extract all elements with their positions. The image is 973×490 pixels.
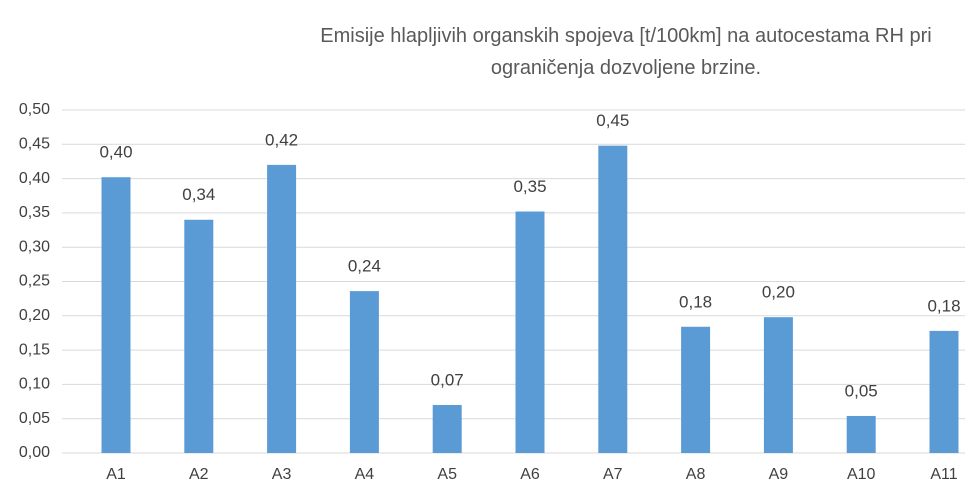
y-tick-label: 0,05 [19, 410, 50, 427]
data-label: 0,05 [845, 381, 878, 400]
data-label: 0,24 [348, 257, 381, 276]
y-tick-label: 0,30 [19, 238, 50, 255]
bar [267, 164, 297, 453]
x-tick-label: A11 [930, 466, 957, 483]
y-tick-label: 0,35 [19, 204, 50, 221]
data-label: 0,40 [99, 143, 132, 162]
x-tick-label: A4 [355, 466, 375, 483]
x-tick-label: A7 [603, 466, 623, 483]
bar [681, 326, 711, 453]
y-tick-label: 0,25 [19, 273, 50, 290]
y-tick-label: 0,50 [19, 101, 50, 118]
x-tick-label: A10 [847, 466, 876, 483]
data-label: 0,34 [182, 185, 215, 204]
y-tick-label: 0,40 [19, 170, 50, 187]
data-label: 0,18 [679, 292, 712, 311]
bar [515, 211, 545, 453]
y-tick-label: 0,10 [19, 376, 50, 393]
bar [929, 330, 959, 453]
x-tick-label: A6 [520, 466, 540, 483]
bar [101, 177, 131, 453]
x-tick-label: A8 [686, 466, 706, 483]
bar [184, 219, 214, 453]
data-label: 0,35 [513, 177, 546, 196]
chart-title: Emisije hlapljivih organskih spojeva [t/… [320, 25, 932, 79]
x-tick-label: A9 [769, 466, 789, 483]
y-tick-label: 0,20 [19, 307, 50, 324]
x-tick-label: A1 [106, 466, 126, 483]
bar [432, 404, 462, 453]
x-tick-label: A5 [437, 466, 457, 483]
data-label: 0,42 [265, 130, 298, 149]
bar [846, 415, 876, 453]
data-label: 0,18 [927, 296, 960, 315]
bar [763, 317, 793, 453]
y-tick-label: 0,45 [19, 136, 50, 153]
x-tick-label: A3 [272, 466, 292, 483]
data-label: 0,07 [431, 370, 464, 389]
data-label: 0,20 [762, 283, 795, 302]
bar [598, 145, 628, 453]
y-tick-label: 0,00 [19, 444, 50, 461]
y-tick-label: 0,15 [19, 341, 50, 358]
x-tick-label: A2 [189, 466, 209, 483]
bar [349, 291, 379, 453]
data-label: 0,45 [596, 111, 629, 130]
